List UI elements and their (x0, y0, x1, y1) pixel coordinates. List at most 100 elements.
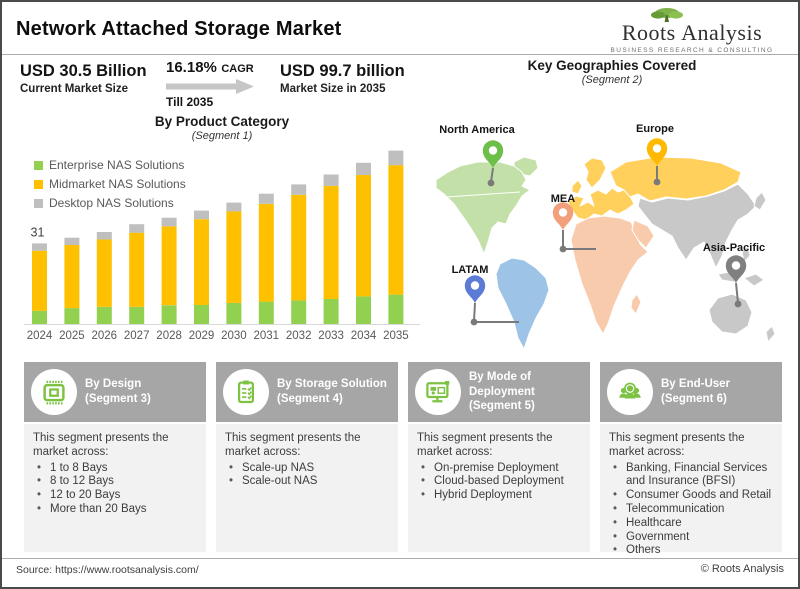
x-axis-label: 2035 (383, 330, 409, 342)
bar-segment (194, 210, 209, 220)
roots-analysis-logo: Roots Analysis BUSINESS RESEARCH & CONSU… (602, 7, 782, 54)
source-url: Source: https://www.rootsanalysis.com/ (16, 564, 199, 576)
logo-analysis: Analysis (681, 20, 763, 45)
map-label-mea: MEA (551, 193, 576, 205)
bullet-item: Healthcare (609, 517, 774, 531)
bar-segment (291, 300, 307, 324)
bar-segment (258, 193, 274, 204)
land-uk (571, 179, 583, 195)
card-icon-circle (31, 369, 77, 415)
card-intro: This segment presents the market across: (225, 432, 361, 458)
bar-segment (64, 308, 80, 324)
card-header-end-user: By End-User (Segment 6) (600, 362, 782, 422)
map-label-latam: LATAM (452, 264, 489, 276)
card-body-storage: This segment presents the market across:… (216, 424, 398, 552)
chart-subtitle: (Segment 1) (191, 130, 253, 142)
card-bullets-storage: Scale-up NASScale-out NAS (225, 462, 390, 490)
x-axis-label: 2033 (318, 330, 344, 342)
bullet-item: Banking, Financial Services and Insuranc… (609, 462, 774, 490)
bar-segment (258, 203, 274, 302)
bar-segment (323, 299, 339, 324)
future-market-size-label: Market Size in 2035 (280, 83, 386, 95)
card-title-deployment: By Mode of Deployment (Segment 5) (469, 370, 535, 413)
world-map: North America Europe MEA (435, 123, 776, 350)
card-bullets-deployment: On-premise DeploymentCloud-based Deploym… (417, 462, 582, 503)
logo-wordmark: Roots Analysis (602, 7, 782, 46)
growth-arrow-icon (166, 79, 254, 94)
legend-label-enterprise: Enterprise NAS Solutions (49, 158, 185, 172)
map-subtitle: (Segment 2) (581, 74, 643, 86)
x-axis-label: 2029 (189, 330, 215, 342)
segment-cards: By Design (Segment 3) This segment prese… (24, 362, 782, 558)
bar-segment (388, 150, 404, 166)
bullet-item: 1 to 8 Bays (33, 462, 198, 476)
card-header-design: By Design (Segment 3) (24, 362, 206, 422)
card-intro: This segment presents the market across: (417, 432, 553, 458)
footer-divider (2, 558, 798, 559)
bullet-item: 8 to 12 Bays (33, 475, 198, 489)
bar-segment (194, 219, 209, 305)
stacked-bar-chart: 2024 31 2025 2026 2027 2028 2029 2030 2031 2032 20… (22, 146, 428, 351)
cagr-suffix: CAGR (221, 63, 254, 75)
land-australia (708, 293, 753, 335)
bar-segment (161, 226, 177, 306)
x-axis-label: 2030 (221, 330, 247, 342)
land-indonesia-east (743, 273, 765, 287)
bullet-item: Scale-out NAS (225, 475, 390, 489)
map-title: Key Geographies Covered (527, 58, 697, 73)
map-pin-latam: LATAM (452, 264, 519, 326)
x-axis-label: 2031 (254, 330, 280, 342)
land-north-america (435, 161, 531, 255)
legend-swatch-desktop (34, 198, 43, 208)
cagr-till-label: Till 2035 (166, 95, 214, 109)
bullet-item: Scale-up NAS (225, 462, 390, 476)
logo-roots: Roots (621, 20, 676, 45)
bullet-item: More than 20 Bays (33, 503, 198, 517)
bullet-item: Government (609, 531, 774, 545)
product-category-chart-section: By Product Category (Segment 1) 2024 31 20… (16, 114, 428, 351)
bar-segment (356, 162, 371, 175)
bar-segment (96, 232, 112, 240)
bar-segment (32, 243, 47, 251)
data-label: 31 (31, 225, 45, 239)
land-asia (637, 183, 757, 269)
legend-item-midmarket: Midmarket NAS Solutions (34, 177, 186, 191)
page-title: Network Attached Storage Market (16, 18, 342, 40)
bar-segment (129, 306, 145, 324)
header-divider (2, 54, 798, 55)
current-market-size-stat: USD 30.5 Billion Current Market Size (20, 59, 166, 109)
segment-card-storage-solution: By Storage Solution (Segment 4) This seg… (216, 362, 398, 552)
segment-card-deployment: By Mode of Deployment (Segment 5) This s… (408, 362, 590, 552)
x-axis-label: 2026 (92, 330, 118, 342)
bar-segment (388, 165, 404, 295)
legend-label-midmarket: Midmarket NAS Solutions (49, 177, 186, 191)
x-axis-label: 2027 (124, 330, 150, 342)
map-pin-mea: MEA (551, 193, 596, 253)
bar-segment (64, 237, 80, 245)
segment-card-design: By Design (Segment 3) This segment prese… (24, 362, 206, 552)
map-pin-europe: Europe (636, 123, 674, 186)
land-south-america (495, 257, 550, 350)
card-bullets-design: 1 to 8 Bays8 to 12 Bays12 to 20 BaysMore… (33, 462, 198, 517)
bullet-item: Hybrid Deployment (417, 489, 582, 503)
cagr-line: 16.18% CAGR (166, 59, 272, 77)
logo-tagline: BUSINESS RESEARCH & CONSULTING (610, 47, 774, 54)
card-icon-circle (415, 369, 461, 415)
current-market-size-value: USD 30.5 Billion (20, 62, 147, 80)
legend-item-desktop: Desktop NAS Solutions (34, 196, 186, 210)
card-body-design: This segment presents the market across:… (24, 424, 206, 552)
land-scandinavia (583, 157, 607, 189)
chart-title: By Product Category (154, 114, 290, 129)
card-icon-circle (223, 369, 269, 415)
bar-segment (161, 217, 177, 227)
bar-segment (129, 224, 145, 233)
current-market-size-label: Current Market Size (20, 83, 129, 95)
bar-segment (194, 305, 209, 324)
x-axis-label: 2028 (156, 330, 182, 342)
bar-segment (129, 232, 145, 307)
x-axis-label: 2032 (286, 330, 312, 342)
map-pin-asia-pacific: Asia-Pacific (703, 242, 765, 308)
chart-canvas: 2024 31 2025 2026 2027 2028 2029 2030 2031 2032 20… (24, 150, 420, 342)
land-europe (567, 187, 635, 221)
